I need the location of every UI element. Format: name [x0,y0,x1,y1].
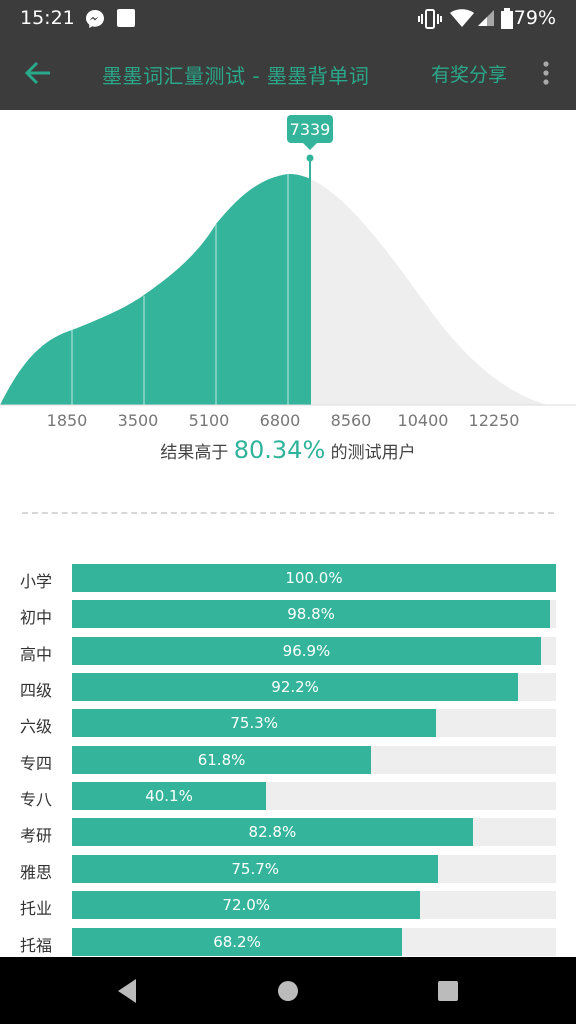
level-row: 高中 96.9% [0,637,576,665]
axis-tick-label: 10400 [398,411,449,430]
signal-icon [478,10,494,26]
level-track: 98.8% [72,600,556,628]
messenger-icon [86,10,104,28]
level-track: 82.8% [72,818,556,846]
share-button[interactable]: 有奖分享 [431,64,508,86]
back-arrow-icon[interactable] [24,60,52,86]
level-label: 考研 [20,826,53,845]
level-row: 六级 75.3% [0,709,576,737]
axis-tick-label: 3500 [118,411,159,430]
level-row: 专八 40.1% [0,782,576,810]
level-row: 托业 72.0% [0,891,576,919]
result-prefix: 结果高于 [160,443,234,463]
axis-tick-label: 12250 [469,411,520,430]
notification-square-icon [117,9,135,27]
level-bar-fill [72,891,421,919]
level-label: 小学 [20,572,53,591]
level-bar-fill [72,637,541,665]
level-percent: 72.0% [222,896,271,914]
level-label: 六级 [20,717,53,736]
result-summary: 结果高于 80.34% 的测试用户 [0,436,576,464]
battery-percent: 79% [513,7,556,29]
score-tooltip-text: 7339 [290,120,331,139]
nav-home-icon[interactable] [276,977,300,1005]
status-bar: 15:21 79% [0,0,576,36]
page-title: 墨墨词汇量测试 - 墨墨背单词 [102,64,370,88]
level-percent: 75.3% [230,714,279,732]
level-row: 小学 100.0% [0,564,576,592]
level-track: 75.3% [72,709,556,737]
level-percent: 100.0% [285,569,343,587]
level-row: 托福 68.2% [0,928,576,956]
dashed-divider [22,512,554,514]
more-menu-icon[interactable] [536,60,556,86]
level-bar-fill [72,600,551,628]
level-label: 托福 [20,936,53,955]
nav-recents-icon[interactable] [436,977,460,1005]
level-label: 托业 [20,899,53,918]
level-row: 雅思 75.7% [0,855,576,883]
score-tooltip-box [287,115,333,143]
result-suffix: 的测试用户 [325,443,416,463]
result-percent: 80.34% [233,436,326,464]
axis-tick-label: 5100 [189,411,230,430]
axis-tick-label: 6800 [260,411,301,430]
level-percent: 82.8% [248,823,297,841]
axis-tick-label: 1850 [47,411,88,430]
level-label: 专四 [20,754,53,773]
score-marker-dot [306,154,314,162]
level-row: 四级 92.2% [0,673,576,701]
nav-back-icon[interactable] [114,977,140,1005]
system-nav-bar [0,957,576,1024]
level-bar-fill [72,709,437,737]
level-label: 高中 [20,645,53,664]
level-track: 92.2% [72,673,556,701]
level-row: 考研 82.8% [0,818,576,846]
vocabulary-distribution-chart: 7339 1850 3500 5100 6800 8560 10400 1225… [0,115,576,430]
app-bar: 墨墨词汇量测试 - 墨墨背单词 有奖分享 [0,36,576,110]
level-track: 72.0% [72,891,556,919]
level-bar-fill [72,818,473,846]
level-percent: 75.7% [231,860,280,878]
level-track: 61.8% [72,746,556,774]
level-bar-fill [72,928,403,956]
level-row: 初中 98.8% [0,600,576,628]
level-bar-fill [72,855,439,883]
level-label: 初中 [20,608,53,627]
level-label: 四级 [20,681,53,700]
level-label: 专八 [20,790,53,809]
distribution-curve-filled [0,173,311,405]
wifi-icon [450,9,474,27]
vibrate-icon [418,9,442,29]
level-percent: 61.8% [197,751,246,769]
level-label: 雅思 [20,863,53,882]
level-bar-fill [72,782,267,810]
level-track: 68.2% [72,928,556,956]
level-percent: 98.8% [287,605,335,623]
level-percent: 96.9% [282,642,331,660]
level-percent: 92.2% [271,678,319,696]
status-time: 15:21 [20,7,75,29]
level-bar-fill [72,673,519,701]
level-bar-fill [72,746,372,774]
level-track: 40.1% [72,782,556,810]
level-bar-fill [72,564,556,592]
level-percent: 68.2% [213,933,261,951]
level-track: 100.0% [72,564,556,592]
level-percent: 40.1% [145,787,193,805]
axis-tick-label: 8560 [331,411,372,430]
score-tooltip-pointer [303,143,317,150]
level-row: 专四 61.8% [0,746,576,774]
level-track: 75.7% [72,855,556,883]
level-track: 96.9% [72,637,556,665]
battery-icon [501,8,513,29]
